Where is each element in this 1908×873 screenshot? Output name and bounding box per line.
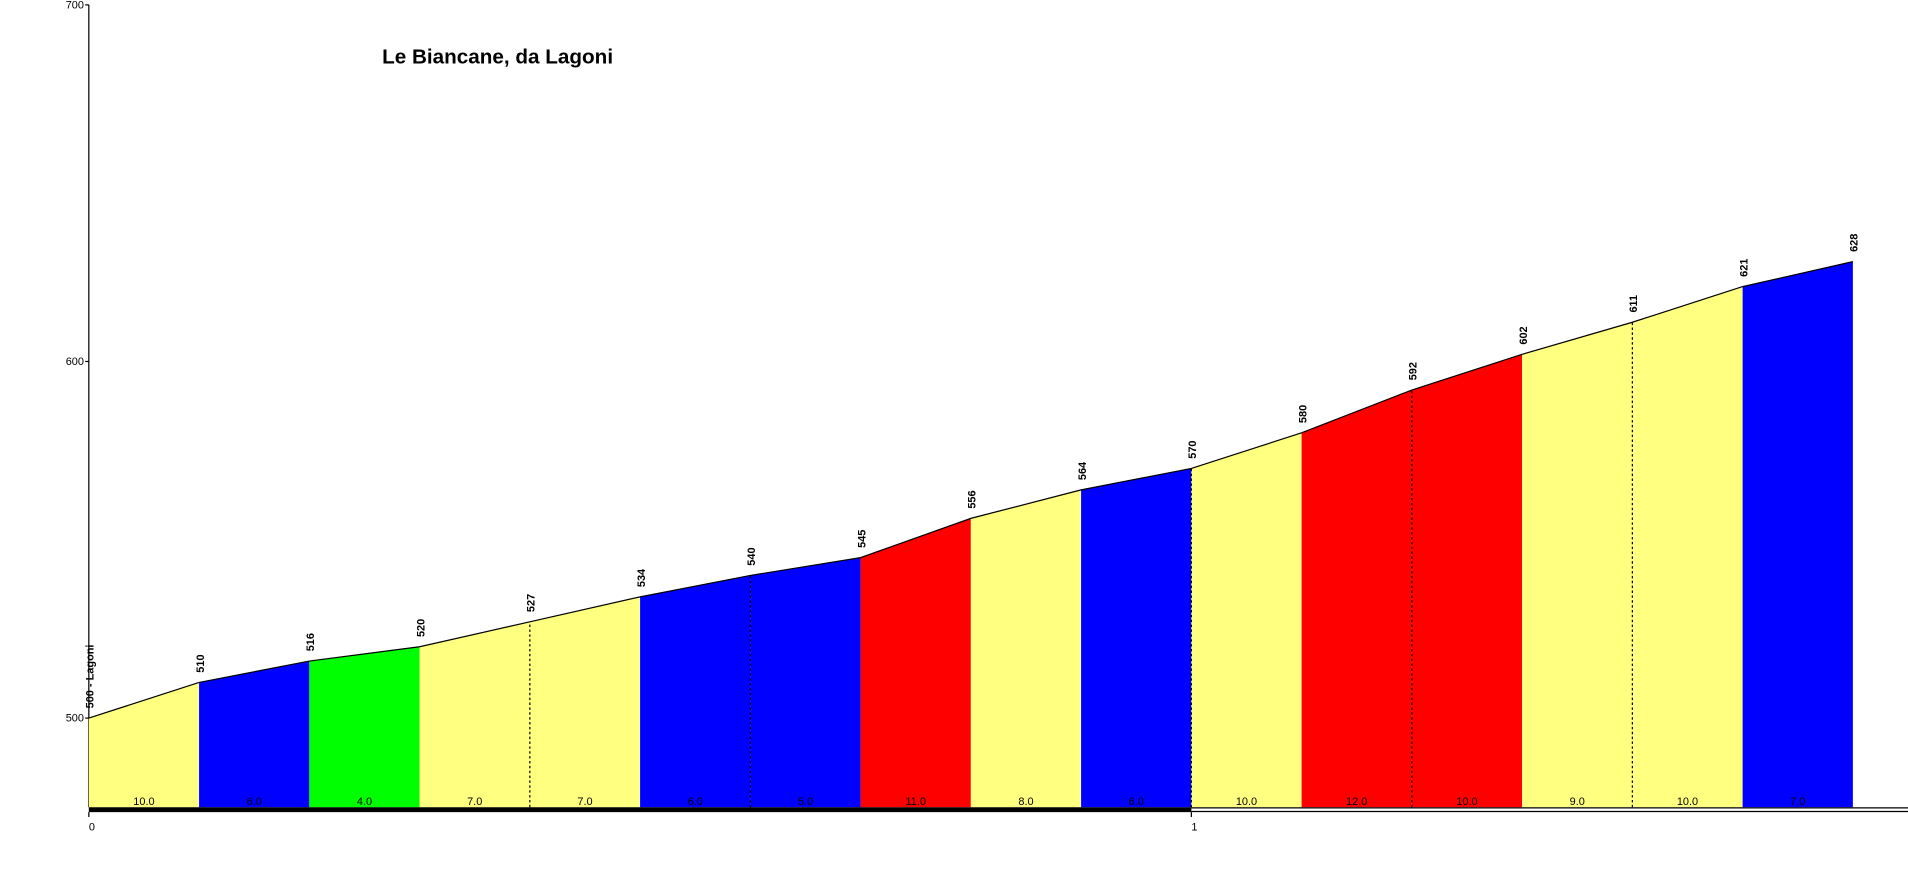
elevation-label: 602 xyxy=(1518,326,1530,344)
segment-label: 12.0 xyxy=(1346,796,1367,808)
x-tick-label: 1 xyxy=(1191,821,1197,833)
segment xyxy=(309,646,420,808)
segment xyxy=(199,661,310,808)
segment-label: 8.0 xyxy=(1018,796,1033,808)
distance-bar xyxy=(88,807,1192,813)
chart-title: Le Biancane, da Lagoni xyxy=(382,45,613,68)
elevation-label: 580 xyxy=(1297,405,1309,423)
elevation-label: 540 xyxy=(746,547,758,565)
elevation-label: 570 xyxy=(1187,440,1199,458)
elevation-label: 556 xyxy=(967,490,979,508)
elevation-label: 500 - Lagoni xyxy=(85,645,97,709)
segment-label: 10.0 xyxy=(1677,796,1698,808)
y-tick-label: 600 xyxy=(66,356,84,368)
segment-label: 7.0 xyxy=(1790,796,1805,808)
segment xyxy=(1081,468,1192,808)
elevation-label: 621 xyxy=(1738,259,1750,277)
segment xyxy=(88,682,200,808)
elevation-label: 545 xyxy=(856,530,868,548)
x-tick-label: 0 xyxy=(89,821,95,833)
segment xyxy=(1191,432,1302,808)
segment-label: 6.0 xyxy=(247,796,262,808)
elevation-label: 520 xyxy=(415,619,427,637)
elevation-label: 534 xyxy=(636,568,648,587)
segment-label: 4.0 xyxy=(357,796,372,808)
elevation-label: 611 xyxy=(1628,295,1640,313)
segment xyxy=(640,575,751,808)
elevation-label: 510 xyxy=(195,654,207,672)
segment xyxy=(970,489,1082,808)
segment xyxy=(1522,322,1633,808)
segment-label: 7.0 xyxy=(577,796,592,808)
segment xyxy=(860,518,971,808)
segment-label: 5.0 xyxy=(798,796,813,808)
segment xyxy=(419,621,530,808)
segment-label: 10.0 xyxy=(1456,796,1477,808)
segment-label: 11.0 xyxy=(905,796,925,808)
elevation-label: 564 xyxy=(1077,461,1089,480)
profile-line xyxy=(88,261,1854,719)
segment xyxy=(1301,390,1412,808)
segment-label: 9.0 xyxy=(1570,796,1585,808)
segment xyxy=(1632,286,1743,808)
segment-label: 7.0 xyxy=(467,796,482,808)
segment xyxy=(529,596,641,808)
elevation-label: 527 xyxy=(526,594,538,612)
segment xyxy=(1411,354,1523,808)
segment xyxy=(750,557,861,808)
segment-label: 6.0 xyxy=(1129,796,1144,808)
segment-label: 10.0 xyxy=(1236,796,1257,808)
segment-label: 6.0 xyxy=(688,796,703,808)
elevation-label: 516 xyxy=(305,633,317,651)
segment-label: 10.0 xyxy=(133,796,154,808)
y-tick-label: 500 xyxy=(66,713,84,725)
segment xyxy=(1742,261,1853,808)
y-tick-label: 700 xyxy=(66,0,84,12)
elevation-label: 592 xyxy=(1408,362,1420,380)
elevation-label: 628 xyxy=(1849,234,1861,252)
